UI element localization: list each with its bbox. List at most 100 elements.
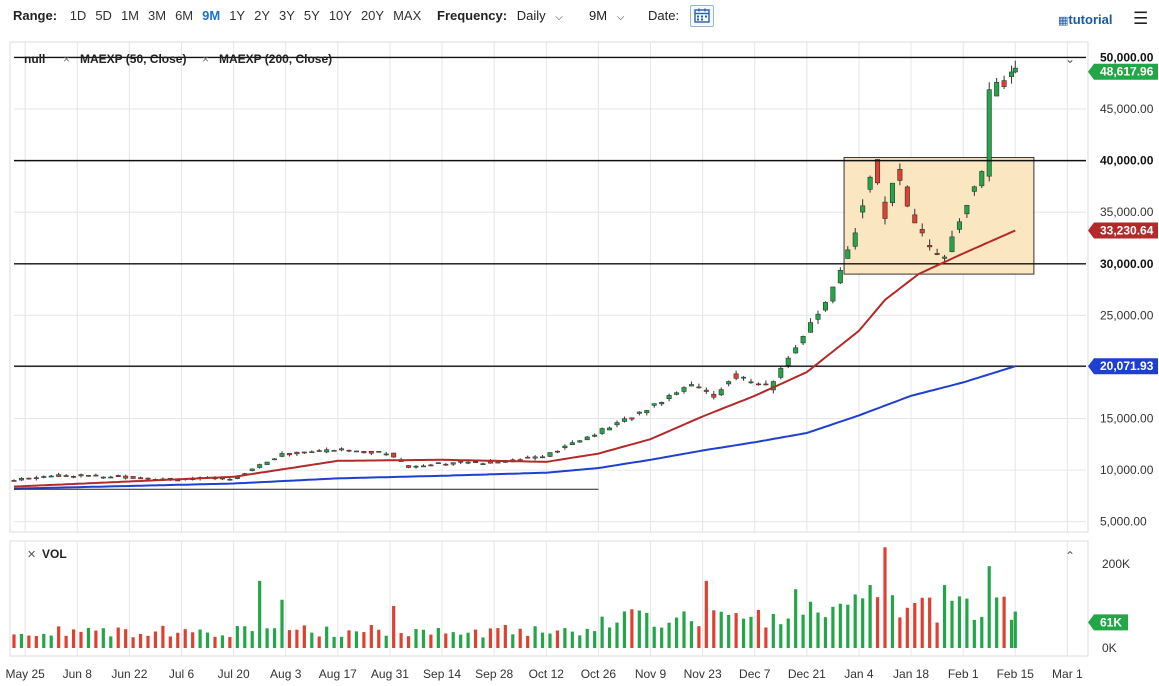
x-tick-label: Oct 26 [581, 667, 617, 681]
volume-bar [823, 617, 828, 648]
tutorial-link[interactable]: ▦tutorial [1058, 12, 1112, 27]
level-badge: 30,000.00 [1088, 255, 1158, 272]
chevron-up-icon[interactable]: ⌃ [1065, 549, 1075, 563]
volume-bar [950, 600, 954, 648]
volume-bar [503, 624, 507, 648]
candle [547, 452, 553, 458]
range-buttons: 1D 5D 1M 3M 6M 9M 1Y 2Y 3Y 5Y 10Y 20Y MAX [61, 8, 422, 23]
volume-bar [250, 631, 254, 648]
range-button-max[interactable]: MAX [393, 8, 422, 23]
volume-bar [883, 547, 887, 648]
y-tick-label: 45,000.00 [1100, 102, 1154, 116]
volume-bar [712, 610, 716, 648]
volume-bar [808, 601, 813, 648]
range-button-1m[interactable]: 1M [120, 8, 139, 23]
volume-bar [12, 634, 16, 648]
price-axis: 5,000.00 10,000.00 15,000.00 25,000.00 35,00… [1088, 49, 1158, 529]
candle [763, 380, 769, 386]
range-button-9m[interactable]: 9M [202, 8, 221, 23]
legend-symbol: null [24, 52, 45, 66]
candle [964, 204, 970, 218]
x-tick-label: Nov 9 [635, 667, 667, 681]
range-button-2y[interactable]: 2Y [254, 8, 270, 23]
volume-bar [354, 631, 359, 648]
candle [875, 159, 881, 185]
candle [93, 473, 99, 477]
volume-bar [317, 636, 321, 648]
volume-bar [459, 634, 463, 648]
frequency-value[interactable]: Daily [516, 8, 546, 23]
chevron-down-icon[interactable]: ⌵ [555, 12, 563, 23]
volume-bar [466, 632, 470, 648]
candle [949, 230, 955, 253]
candle [956, 218, 962, 234]
period-selector[interactable]: 9M ⌵ [589, 8, 624, 23]
candle [450, 462, 456, 466]
volume-bar [414, 629, 418, 648]
volume-bar [302, 625, 306, 648]
chevron-down-icon[interactable]: ⌄ [1065, 52, 1075, 66]
candle [339, 447, 345, 452]
legend-indicator-ma200[interactable]: MAEXP (200, Close) [219, 52, 332, 66]
range-button-3m[interactable]: 3M [148, 8, 167, 23]
range-button-1y[interactable]: 1Y [229, 8, 246, 23]
volume-bar [116, 627, 120, 648]
volume-bar [243, 626, 247, 648]
candle [26, 477, 32, 480]
volume-bar [496, 628, 500, 648]
x-tick-label: May 25 [5, 667, 45, 681]
volume-bar [756, 609, 761, 648]
range-button-3y[interactable]: 3Y [279, 8, 295, 23]
candle [711, 390, 717, 400]
volume-bar [905, 607, 909, 648]
volume-bar [645, 612, 649, 648]
candle [406, 465, 412, 469]
candle [614, 420, 620, 428]
candle [33, 475, 39, 481]
frequency-selector[interactable]: Frequency: Daily ⌵ [437, 8, 563, 23]
volume-bar [928, 597, 932, 648]
candle [629, 417, 635, 422]
candle [48, 474, 54, 478]
collapse-icon[interactable]: ✕ [27, 549, 36, 561]
hamburger-menu-icon[interactable]: ☰ [1133, 9, 1149, 28]
volume-bar [935, 622, 939, 648]
candle [994, 77, 1000, 97]
volume-bar [771, 613, 775, 648]
candle [674, 391, 680, 396]
candle [249, 468, 255, 472]
volume-bar [444, 633, 448, 648]
period-value[interactable]: 9M [589, 8, 608, 23]
close-icon[interactable]: × [202, 52, 209, 66]
candle [301, 451, 307, 454]
range-button-10y[interactable]: 10Y [328, 8, 352, 23]
candle [532, 455, 538, 461]
candle [316, 449, 322, 453]
candle [56, 472, 62, 478]
range-button-5d[interactable]: 5D [95, 8, 112, 23]
range-button-6m[interactable]: 6M [175, 8, 194, 23]
range-button-1d[interactable]: 1D [69, 8, 87, 23]
volume-bar [913, 603, 917, 648]
volume-bar [779, 624, 783, 648]
candle [755, 382, 761, 386]
tutorial-label[interactable]: tutorial [1068, 12, 1113, 27]
calendar-icon[interactable] [690, 5, 714, 27]
x-tick-label: Jul 20 [218, 667, 250, 681]
volume-bar [280, 599, 284, 648]
candle [927, 239, 933, 251]
volume-bar [42, 633, 46, 648]
candle [636, 411, 642, 416]
chevron-down-icon[interactable]: ⌵ [616, 12, 625, 23]
volume-last-badge: 61K [1088, 614, 1128, 631]
candle [346, 449, 352, 453]
last-price-badge: 48,617.96 [1088, 63, 1158, 80]
close-icon[interactable]: × [63, 52, 70, 66]
volume-bar [660, 627, 664, 648]
range-button-20y[interactable]: 20Y [360, 8, 385, 23]
range-button-5y[interactable]: 5Y [303, 8, 320, 23]
volume-bar [674, 617, 679, 648]
volume-bar [704, 580, 708, 648]
legend-indicator-ma50[interactable]: MAEXP (50, Close) [80, 52, 186, 66]
svg-text:48,617.96: 48,617.96 [1100, 65, 1154, 79]
